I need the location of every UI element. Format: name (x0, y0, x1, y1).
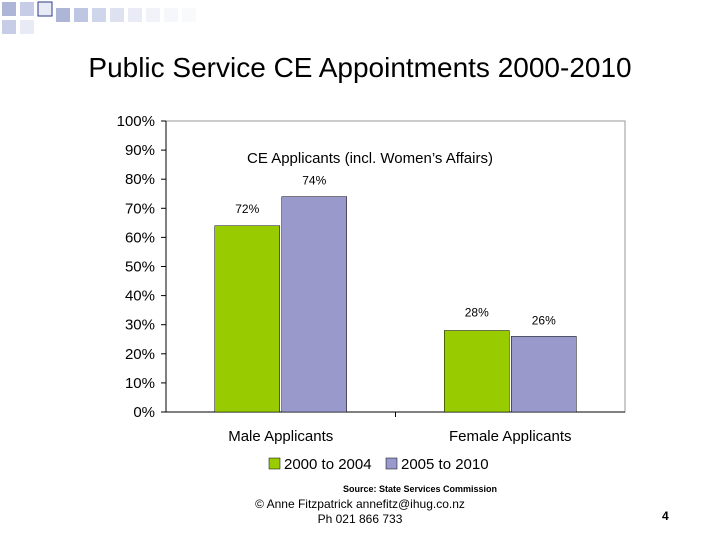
x-tick-label: Female Applicants (449, 428, 572, 445)
y-tick-label: 10% (125, 375, 155, 392)
decorative-squares (2, 1, 716, 34)
legend-label: 2000 to 2004 (284, 456, 372, 473)
legend-swatch (385, 457, 398, 470)
y-tick-label: 20% (125, 346, 155, 363)
page-number: 4 (662, 509, 669, 523)
legend-label: 2005 to 2010 (401, 456, 489, 473)
y-tick-label: 100% (117, 113, 155, 130)
plot-area: 0% 10% 20% 30% 40% 50% 60% 70% 80% 90% 100% 72% 74% M… (117, 113, 626, 473)
copyright-note: © Anne Fitzpatrick annefitz@ihug.co.nz (255, 497, 465, 511)
bar (444, 330, 510, 413)
bar (511, 336, 577, 413)
data-label: 28% (465, 306, 489, 320)
y-tick-label: 80% (125, 171, 155, 188)
x-tick-label: Male Applicants (228, 428, 333, 445)
data-label: 72% (235, 202, 259, 216)
legend-swatch (268, 457, 281, 470)
bar (281, 196, 347, 413)
phone-note: Ph 021 866 733 (317, 512, 403, 526)
y-tick-label: 40% (125, 288, 155, 305)
data-label: 26% (532, 313, 556, 327)
y-tick-label: 70% (125, 200, 155, 217)
slide-title: Public Service CE Appointments 2000-2010 (88, 52, 632, 83)
y-tick-label: 0% (133, 404, 155, 421)
chart-title: CE Applicants (incl. Women’s Affairs) (247, 150, 493, 167)
bar (214, 225, 280, 413)
y-tick-label: 30% (125, 317, 155, 334)
source-note: Source: State Services Commission (342, 484, 498, 494)
y-tick-label: 90% (125, 142, 155, 159)
y-tick-label: 60% (125, 229, 155, 246)
data-label: 74% (302, 174, 326, 188)
y-tick-label: 50% (125, 259, 155, 276)
